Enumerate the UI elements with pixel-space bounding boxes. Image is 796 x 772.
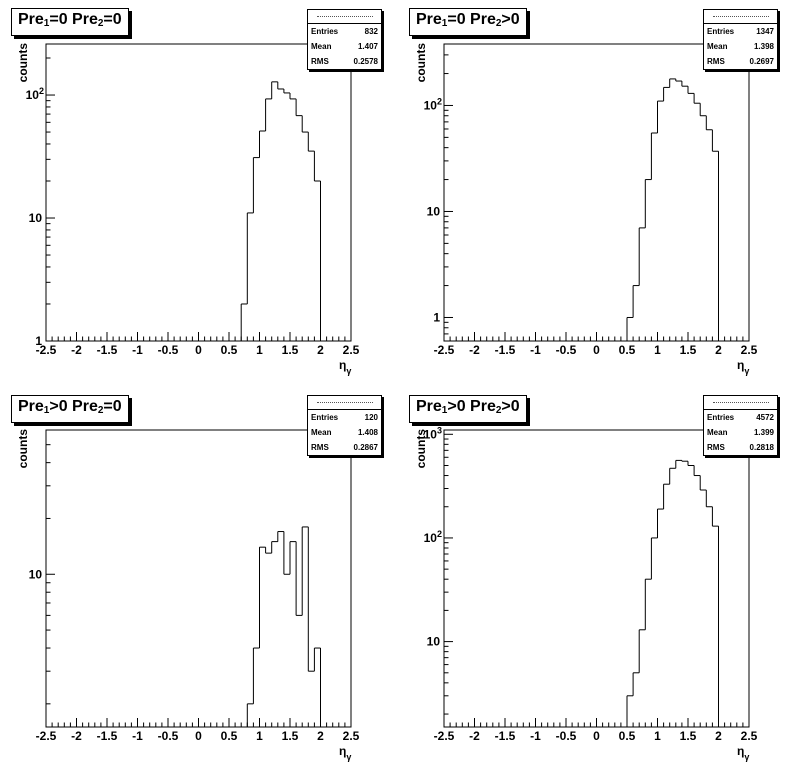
- mean-value: 1.399: [753, 428, 774, 437]
- x-tick-label: 2: [715, 343, 722, 357]
- x-tick-label: -0.5: [556, 729, 577, 743]
- panel-title: Pre1=0 Pre2>0: [409, 8, 527, 36]
- x-tick-label: 1.5: [282, 343, 299, 357]
- x-tick-label: 0.5: [619, 343, 636, 357]
- rms-value: 0.2818: [749, 443, 774, 452]
- x-tick-label: -2.5: [36, 343, 57, 357]
- x-tick-label: 2.5: [343, 729, 360, 743]
- x-tick-label: -1: [530, 729, 541, 743]
- x-tick-label: 2: [317, 343, 324, 357]
- histogram-3: -2.5 -2 -1.5 -1 -0.5 0 0.5 1 1.5 2 2.5 10 counts ηγ: [16, 429, 360, 762]
- y-tick-label: 1: [433, 310, 440, 324]
- y-axis-title: counts: [16, 429, 30, 469]
- entries-value: 4572: [756, 413, 774, 422]
- x-axis-title: ηγ: [339, 744, 351, 762]
- x-tick-label: -2: [469, 343, 480, 357]
- x-tick-label: -1.5: [495, 343, 516, 357]
- y-tick-label: 10: [29, 211, 43, 225]
- x-tick-label: -1: [132, 729, 143, 743]
- x-tick-label: -2: [469, 729, 480, 743]
- x-tick-label: 0: [593, 343, 600, 357]
- x-tick-label: -1: [530, 343, 541, 357]
- stats-box: Entries 832 Mean 1.407 RMS 0.2578: [307, 9, 382, 70]
- x-axis-title: ηγ: [737, 744, 749, 762]
- stats-box: Entries 1347 Mean 1.398 RMS 0.2697: [703, 9, 778, 70]
- x-tick-label: -1.5: [495, 729, 516, 743]
- x-tick-label: 2.5: [343, 343, 360, 357]
- rms-value: 0.2867: [353, 443, 378, 452]
- histogram-2: -2.5 -2 -1.5 -1 -0.5 0 0.5 1 1.5 2 2.5 1 10 102 counts…: [414, 43, 758, 376]
- y-tick-label: 102: [424, 529, 442, 545]
- mean-value: 1.408: [357, 428, 378, 437]
- y-tick-label: 1: [35, 334, 42, 348]
- x-tick-label: 1.5: [680, 343, 697, 357]
- entries-value: 120: [364, 413, 378, 422]
- x-tick-label: 1.5: [680, 729, 697, 743]
- mean-value: 1.398: [753, 42, 774, 51]
- panel-4: -2.5 -2 -1.5 -1 -0.5 0 0.5 1 1.5 2 2.5 10 102 103 coun…: [398, 386, 796, 772]
- x-tick-label: 1.5: [282, 729, 299, 743]
- y-axis-title: counts: [414, 429, 428, 469]
- x-tick-label: -2.5: [434, 729, 455, 743]
- x-tick-label: -2.5: [36, 729, 57, 743]
- x-tick-label: -0.5: [556, 343, 577, 357]
- y-tick-label: 102: [424, 96, 442, 112]
- x-tick-label: 0.5: [221, 343, 238, 357]
- y-tick-label: 10: [427, 635, 441, 649]
- x-tick-label: 0: [195, 729, 202, 743]
- x-tick-label: 2.5: [741, 343, 758, 357]
- histogram-4: -2.5 -2 -1.5 -1 -0.5 0 0.5 1 1.5 2 2.5 10 102 103coun…: [414, 425, 758, 762]
- y-axis-title: counts: [414, 43, 428, 83]
- x-tick-label: 1: [654, 343, 661, 357]
- x-tick-label: -2: [71, 343, 82, 357]
- panel-3: -2.5 -2 -1.5 -1 -0.5 0 0.5 1 1.5 2 2.5 10 counts ηγ P…: [0, 386, 398, 772]
- panel-title: Pre1>0 Pre2=0: [11, 395, 129, 423]
- panel-1: -2.5 -2 -1.5 -1 -0.5 0 0.5 1 1.5 2 2.5 1 10 102 counts…: [0, 0, 398, 386]
- y-axis-title: counts: [16, 43, 30, 83]
- x-tick-label: 1: [256, 343, 263, 357]
- x-tick-label: -1: [132, 343, 143, 357]
- plot-frame: [443, 429, 750, 728]
- x-tick-label: -2.5: [434, 343, 455, 357]
- x-axis-title: ηγ: [339, 358, 351, 376]
- y-tick-label: 10: [427, 204, 441, 218]
- rms-value: 0.2697: [749, 57, 774, 66]
- x-tick-label: -0.5: [158, 343, 179, 357]
- y-tick-label: 10: [29, 567, 43, 581]
- x-tick-label: 0.5: [221, 729, 238, 743]
- mean-value: 1.407: [357, 42, 378, 51]
- stats-box: Entries 120 Mean 1.408 RMS 0.2867: [307, 395, 382, 456]
- x-tick-label: -1.5: [97, 729, 118, 743]
- plot-frame: [45, 43, 352, 342]
- plot-frame: [443, 43, 750, 342]
- x-tick-label: 0: [195, 343, 202, 357]
- entries-value: 1347: [756, 27, 774, 36]
- x-tick-label: 2.5: [741, 729, 758, 743]
- x-tick-label: 1: [654, 729, 661, 743]
- x-tick-label: 1: [256, 729, 263, 743]
- x-tick-label: 0: [593, 729, 600, 743]
- y-tick-label: 102: [26, 86, 44, 102]
- x-tick-label: -0.5: [158, 729, 179, 743]
- panel-title: Pre1>0 Pre2>0: [409, 395, 527, 423]
- stats-box: Entries 4572 Mean 1.399 RMS 0.2818: [703, 395, 778, 456]
- rms-value: 0.2578: [353, 57, 378, 66]
- plot-frame: [45, 429, 352, 728]
- x-axis-title: ηγ: [737, 358, 749, 376]
- x-tick-label: 2: [715, 729, 722, 743]
- panel-2: -2.5 -2 -1.5 -1 -0.5 0 0.5 1 1.5 2 2.5 1 10 102 counts…: [398, 0, 796, 386]
- y-tick-label: 103: [424, 425, 442, 441]
- entries-value: 832: [364, 27, 378, 36]
- panel-title: Pre1=0 Pre2=0: [11, 8, 129, 36]
- x-tick-label: -2: [71, 729, 82, 743]
- histogram-1: -2.5 -2 -1.5 -1 -0.5 0 0.5 1 1.5 2 2.5 1 10 102 counts…: [16, 43, 360, 376]
- x-tick-label: 2: [317, 729, 324, 743]
- x-tick-label: 0.5: [619, 729, 636, 743]
- x-tick-label: -1.5: [97, 343, 118, 357]
